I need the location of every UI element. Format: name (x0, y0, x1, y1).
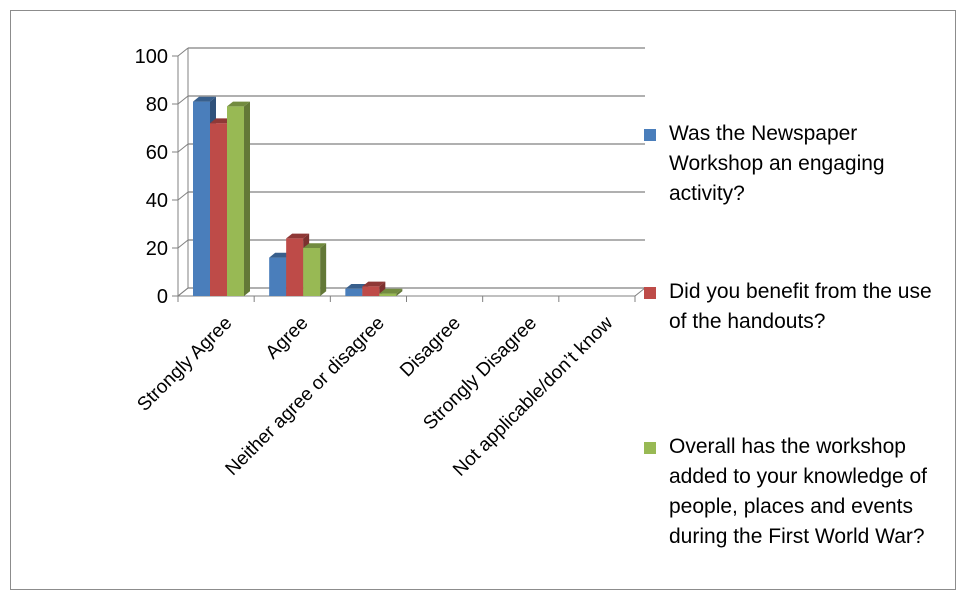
side-gridline (177, 47, 189, 57)
gridlines (177, 47, 645, 297)
bar-front (286, 238, 304, 296)
side-gridline (177, 287, 189, 297)
bar-top (303, 243, 327, 248)
bar-top (379, 288, 403, 294)
x-tick-label: Agree (262, 313, 313, 364)
side-gridline (177, 95, 189, 105)
legend-label-engaging: Was the Newspaper Workshop an engaging a… (669, 122, 885, 205)
y-tick-label: 100 (135, 46, 168, 68)
y-tick-label: 40 (146, 190, 168, 212)
bar-front (345, 288, 363, 296)
y-tick-label: 0 (157, 286, 168, 308)
bar-front (269, 257, 287, 296)
bar-top (193, 96, 216, 102)
bar (227, 101, 250, 297)
x-tick-label: Strongly Agree (133, 313, 236, 416)
bar-top (227, 101, 250, 107)
bar-front (379, 293, 397, 296)
bar-front (362, 286, 380, 296)
legend-swatch-engaging (644, 129, 656, 141)
y-tick-labels: 0 20 40 60 80 100 (135, 46, 168, 308)
axes (172, 48, 636, 302)
bar-top (362, 281, 386, 287)
bar (303, 243, 327, 296)
y-tick-label: 80 (146, 94, 168, 116)
bar-front (303, 248, 321, 296)
bar (379, 288, 403, 296)
legend-label-handouts: Did you benefit from the use of the hand… (669, 280, 932, 333)
side-gridline (177, 143, 189, 153)
bar-side (320, 243, 327, 296)
bar-front (210, 123, 227, 296)
y-tick-label: 60 (146, 142, 168, 164)
x-tick-label: Neither agree or disagree (222, 313, 389, 480)
bar-front (227, 106, 244, 297)
bar-top (286, 233, 310, 239)
side-gridline (177, 239, 189, 249)
bar-side (244, 101, 250, 296)
x-tick-label: Not applicable/don’t know (449, 312, 617, 480)
bar-front (193, 101, 210, 296)
bar-side (396, 288, 403, 296)
legend-label-knowledge: Overall has the workshop added to your k… (669, 435, 928, 548)
bars (193, 96, 403, 297)
y-tick-label: 20 (146, 238, 168, 260)
side-gridline (177, 191, 189, 201)
x-tick-label: Disagree (396, 313, 465, 382)
legend-swatch-knowledge (644, 442, 656, 454)
legend-swatch-handouts (644, 287, 656, 299)
